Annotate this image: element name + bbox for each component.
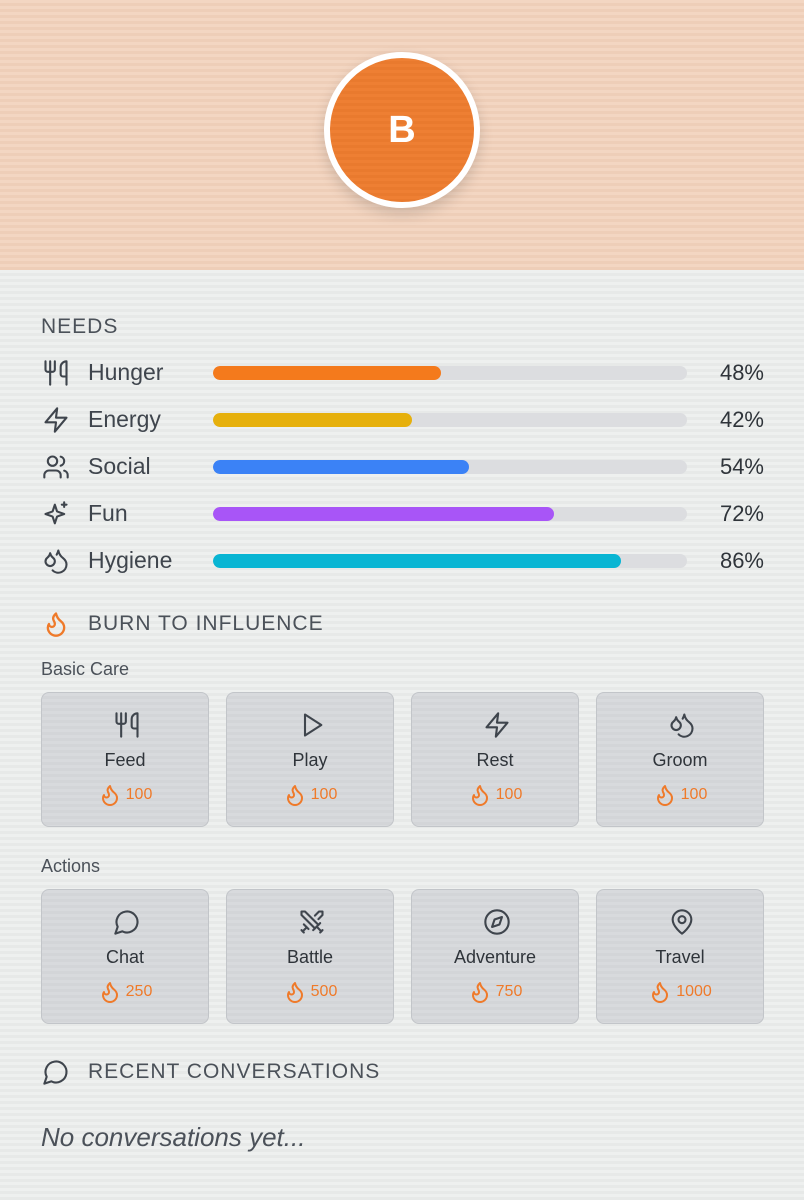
icon [471, 785, 488, 806]
need-value: 72% [719, 501, 764, 526]
icon [300, 910, 324, 934]
icon [286, 785, 303, 806]
icon [44, 407, 68, 433]
icon [671, 909, 693, 935]
need-label: Hygiene [88, 547, 173, 573]
icon [44, 549, 68, 574]
cost-value: 100 [125, 786, 153, 803]
need-bar [213, 413, 413, 427]
empty-state: No conversations yet... [41, 1122, 306, 1152]
icon [485, 712, 509, 738]
cost-value: 100 [495, 786, 523, 803]
need-bar [213, 460, 469, 474]
action-card[interactable]: Play 100 [226, 692, 394, 827]
section-title: RECENT CONVERSATIONS [88, 1060, 381, 1083]
icon [43, 455, 69, 479]
cost-value: 500 [310, 983, 338, 1000]
action-card[interactable]: Travel 1000 [596, 889, 764, 1024]
need-bar [213, 554, 621, 568]
action-label: Adventure [453, 947, 537, 967]
action-label: Rest [476, 750, 514, 770]
group-title: Basic Care [41, 659, 130, 679]
icon [656, 785, 673, 806]
need-value: 54% [719, 454, 764, 479]
need-track [213, 366, 687, 380]
action-card[interactable]: Rest 100 [411, 692, 579, 827]
section-title: NEEDS [41, 315, 119, 338]
icon [101, 982, 118, 1003]
icon [471, 982, 488, 1003]
action-label: Play [292, 750, 328, 770]
icon [101, 785, 118, 806]
action-cost: 100 [227, 783, 393, 807]
action-cost: 1000 [597, 980, 763, 1004]
section-title: BURN TO INFLUENCE [88, 612, 324, 635]
icon [670, 713, 694, 738]
need-track [213, 413, 687, 427]
action-label: Travel [655, 947, 705, 967]
cost-value: 750 [495, 983, 523, 1000]
icon [484, 909, 510, 935]
action-label: Battle [286, 947, 334, 967]
need-label: Energy [88, 406, 161, 432]
flame-icon [46, 612, 66, 637]
action-cost: 100 [42, 783, 208, 807]
group-title: Actions [41, 856, 101, 876]
need-label: Hunger [88, 359, 164, 385]
need-value: 48% [719, 360, 764, 385]
need-value: 42% [719, 407, 764, 432]
action-label: Groom [652, 750, 708, 770]
action-cost: 500 [227, 980, 393, 1004]
need-track [213, 554, 687, 568]
cost-value: 250 [125, 983, 153, 1000]
action-card[interactable]: Feed 100 [41, 692, 209, 827]
icon [652, 982, 669, 1003]
action-cost: 100 [412, 783, 578, 807]
avatar: B [324, 52, 480, 208]
need-label: Fun [88, 500, 128, 526]
icon [303, 713, 323, 737]
action-cost: 250 [42, 980, 208, 1004]
icon [115, 712, 139, 738]
need-bar [213, 366, 441, 380]
need-value: 86% [719, 548, 764, 573]
need-label: Social [88, 453, 151, 479]
icon [286, 982, 303, 1003]
action-card[interactable]: Chat 250 [41, 889, 209, 1024]
action-label: Chat [105, 947, 145, 967]
need-track [213, 507, 687, 521]
need-bar [213, 507, 555, 521]
action-card[interactable]: Battle 500 [226, 889, 394, 1024]
action-cost: 750 [412, 980, 578, 1004]
need-track [213, 460, 687, 474]
icon [44, 501, 68, 525]
cost-value: 1000 [676, 983, 712, 1000]
cost-value: 100 [680, 786, 708, 803]
chat-icon [43, 1060, 68, 1085]
action-cost: 100 [597, 783, 763, 807]
action-card[interactable]: Groom 100 [596, 692, 764, 827]
action-card[interactable]: Adventure 750 [411, 889, 579, 1024]
icon [44, 360, 68, 386]
action-label: Feed [104, 750, 146, 770]
cost-value: 100 [310, 786, 338, 803]
header-banner: B [0, 0, 804, 270]
icon [114, 910, 139, 935]
